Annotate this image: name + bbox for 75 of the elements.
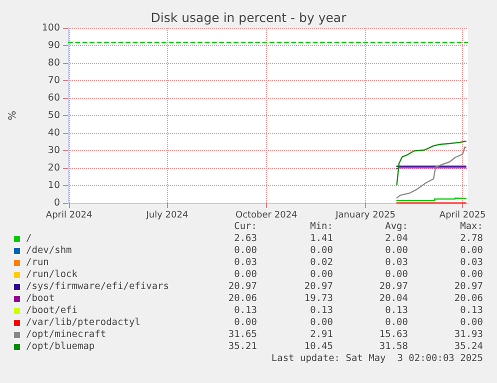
text: Max: <box>459 221 483 233</box>
text: 10.45 <box>303 341 333 353</box>
legend-label: /var/lib/pterodactyl <box>26 317 140 329</box>
text: 0.13 <box>459 305 483 317</box>
legend-label: / <box>26 233 32 245</box>
text: Min: <box>309 221 333 233</box>
text: 31.65 <box>227 329 257 341</box>
x-tick-label: January 2025 <box>334 210 396 220</box>
legend-label: /run/lock <box>26 269 78 281</box>
text: 0.00 <box>233 245 257 257</box>
legend-label: /opt/bluemap <box>26 341 95 353</box>
x-tick-label: October 2024 <box>235 210 298 220</box>
text: 2.04 <box>384 233 408 245</box>
text: 0.00 <box>384 269 408 281</box>
text: 2.78 <box>459 233 483 245</box>
y-tick-label: 60 <box>48 92 60 104</box>
text: Cur: <box>233 221 257 233</box>
y-tick-label: 90 <box>48 40 60 51</box>
text: 0.00 <box>459 245 483 257</box>
text: 0.02 <box>309 257 333 269</box>
text: 20.97 <box>303 281 333 293</box>
text: 20.06 <box>227 293 257 305</box>
y-tick-label: 10 <box>48 180 60 191</box>
legend-label: /dev/shm <box>26 245 72 257</box>
y-tick-label: 0 <box>54 198 60 208</box>
text: 0.13 <box>384 305 408 317</box>
text: 20.06 <box>453 293 483 305</box>
text: 15.63 <box>378 329 408 341</box>
text: 20.97 <box>227 281 257 293</box>
text: 20.97 <box>453 281 483 293</box>
text: 0.13 <box>233 305 257 317</box>
legend-label: /boot <box>26 293 55 305</box>
text: 0.00 <box>459 269 483 281</box>
y-tick-label: 20 <box>48 162 60 174</box>
text: 0.03 <box>384 257 408 269</box>
y-tick-label: 70 <box>48 75 60 86</box>
y-tick-label: 50 <box>48 110 60 121</box>
text: 0.00 <box>309 245 333 257</box>
text: 0.00 <box>233 317 257 329</box>
text: 0.00 <box>309 317 333 329</box>
legend-label: /run <box>26 257 49 269</box>
text: 0.03 <box>459 257 483 269</box>
x-tick-label: April 2025 <box>439 210 486 220</box>
legend-label: /sys/firmware/efi/efivars <box>26 281 169 293</box>
text: 20.97 <box>378 281 408 293</box>
line-series <box>396 140 466 186</box>
text: 35.24 <box>453 341 483 353</box>
text: 35.21 <box>227 341 257 353</box>
y-axis-title: % <box>8 110 18 120</box>
legend-label: /boot/efi <box>26 305 78 317</box>
y-tick-label: 30 <box>48 145 60 156</box>
text: 0.00 <box>384 317 408 329</box>
text: 31.58 <box>378 341 408 353</box>
chart-title: Disk usage in percent - by year <box>150 10 348 25</box>
y-tick-label: 40 <box>48 128 60 138</box>
text: Last update: Sat May 3 02:00:03 2025 <box>270 353 483 365</box>
y-tick-label: 80 <box>48 58 60 68</box>
text: 0.00 <box>309 269 333 281</box>
text: Avg: <box>384 221 408 233</box>
text: 2.91 <box>309 329 333 341</box>
text: 0.13 <box>309 305 333 317</box>
x-tick-label: April 2024 <box>46 210 93 220</box>
text: 0.03 <box>233 257 257 269</box>
text: 31.93 <box>453 329 483 341</box>
text: 0.00 <box>384 245 408 257</box>
text: 0.00 <box>459 317 483 329</box>
text: 2.63 <box>233 233 257 245</box>
text: 19.73 <box>303 293 333 305</box>
text: 0.00 <box>233 269 257 281</box>
text: 20.04 <box>378 293 408 305</box>
x-tick-label: July 2024 <box>145 210 188 220</box>
line-series <box>396 146 466 199</box>
legend-label: /opt/minecraft <box>26 329 106 341</box>
y-tick-label: 100 <box>42 22 60 34</box>
text: 1.41 <box>309 233 333 245</box>
